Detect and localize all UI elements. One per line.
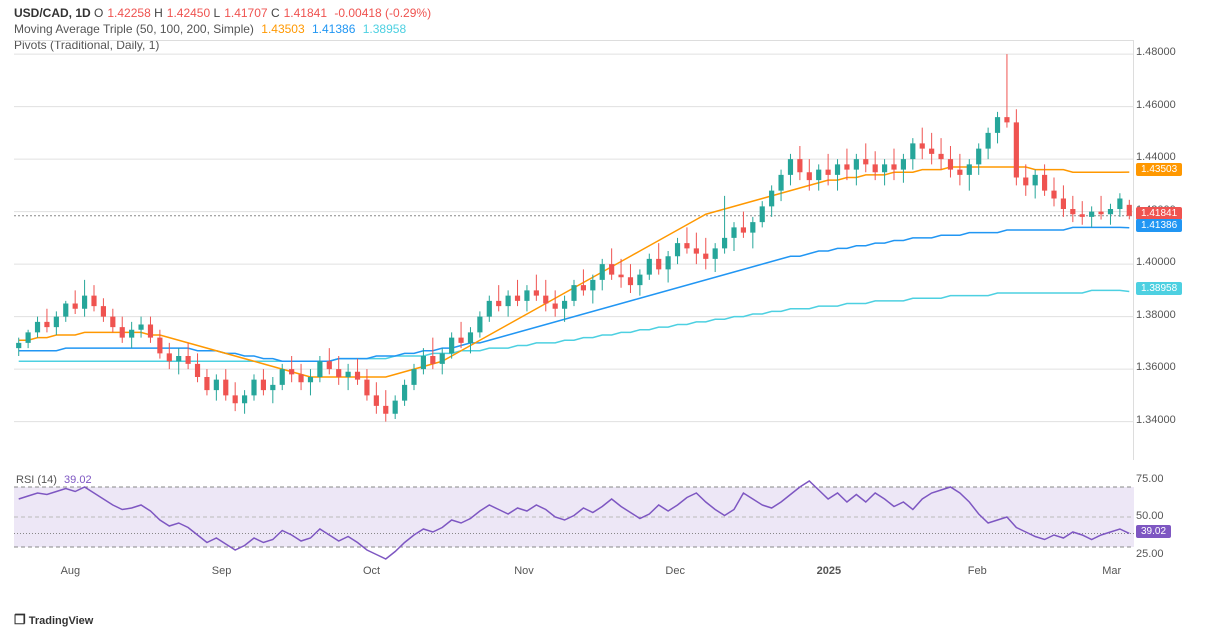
price-ytick: 1.36000 <box>1136 361 1176 373</box>
ohlc-c-value: 1.41841 <box>284 6 327 20</box>
time-xtick: Dec <box>665 565 685 577</box>
time-xtick: Mar <box>1102 565 1121 577</box>
ma-legend-label[interactable]: Moving Average Triple (50, 100, 200, Sim… <box>14 22 254 36</box>
ma100-value: 1.41386 <box>312 22 355 36</box>
price-ytick: 1.48000 <box>1136 46 1176 58</box>
time-xtick: Nov <box>514 565 534 577</box>
time-xtick: Oct <box>363 565 380 577</box>
rsi-ytick: 75.00 <box>1136 473 1164 485</box>
ma200-value: 1.38958 <box>363 22 406 36</box>
tradingview-logo[interactable]: ❐ TradingView <box>14 612 93 628</box>
price-ytick: 1.38000 <box>1136 309 1176 321</box>
ohlc-o-value: 1.42258 <box>107 6 150 20</box>
ohlc-o-label: O <box>94 6 103 20</box>
ohlc-c-label: C <box>271 6 280 20</box>
price-ytick: 1.44000 <box>1136 151 1176 163</box>
time-x-axis[interactable]: Aug Sep Oct Nov Dec 2025 Feb Mar <box>14 565 1134 585</box>
ohlc-h-label: H <box>154 6 163 20</box>
rsi-legend-value: 39.02 <box>64 474 92 486</box>
rsi-svg <box>14 472 1134 562</box>
close-price-tag: 1.41841 <box>1136 207 1182 220</box>
price-ytick: 1.46000 <box>1136 99 1176 111</box>
time-xtick: Aug <box>61 565 81 577</box>
rsi-ytick: 50.00 <box>1136 510 1164 522</box>
time-xtick: 2025 <box>817 565 841 577</box>
symbol-label[interactable]: USD/CAD, 1D <box>14 6 91 20</box>
price-chart-pane[interactable] <box>14 40 1134 460</box>
rsi-legend: RSI (14) 39.02 <box>16 474 92 486</box>
ohlc-l-label: L <box>214 6 221 20</box>
rsi-ytick: 25.00 <box>1136 548 1164 560</box>
rsi-value-tag: 39.02 <box>1136 525 1171 538</box>
chart-container: USD/CAD, 1D O 1.42258 H 1.42450 L1.41707 C… <box>0 0 1217 634</box>
rsi-pane[interactable]: RSI (14) 39.02 <box>14 472 1134 562</box>
ma50-value: 1.43503 <box>261 22 304 36</box>
change-value: -0.00418 (-0.29%) <box>334 6 431 20</box>
ohlc-h-value: 1.42450 <box>167 6 210 20</box>
rsi-legend-label: RSI (14) <box>16 474 57 486</box>
ma100-price-tag: 1.41386 <box>1136 219 1182 232</box>
ma200-price-tag: 1.38958 <box>1136 282 1182 295</box>
price-ytick: 1.40000 <box>1136 256 1176 268</box>
price-y-axis[interactable]: 1.340001.360001.380001.400001.420001.440… <box>1136 40 1211 460</box>
price-ytick: 1.34000 <box>1136 414 1176 426</box>
ohlc-l-value: 1.41707 <box>224 6 267 20</box>
time-xtick: Sep <box>212 565 232 577</box>
price-chart-svg <box>14 41 1134 461</box>
ma50-price-tag: 1.43503 <box>1136 163 1182 176</box>
rsi-y-axis[interactable]: 25.00 50.00 75.00 39.02 <box>1136 472 1211 562</box>
time-xtick: Feb <box>968 565 987 577</box>
